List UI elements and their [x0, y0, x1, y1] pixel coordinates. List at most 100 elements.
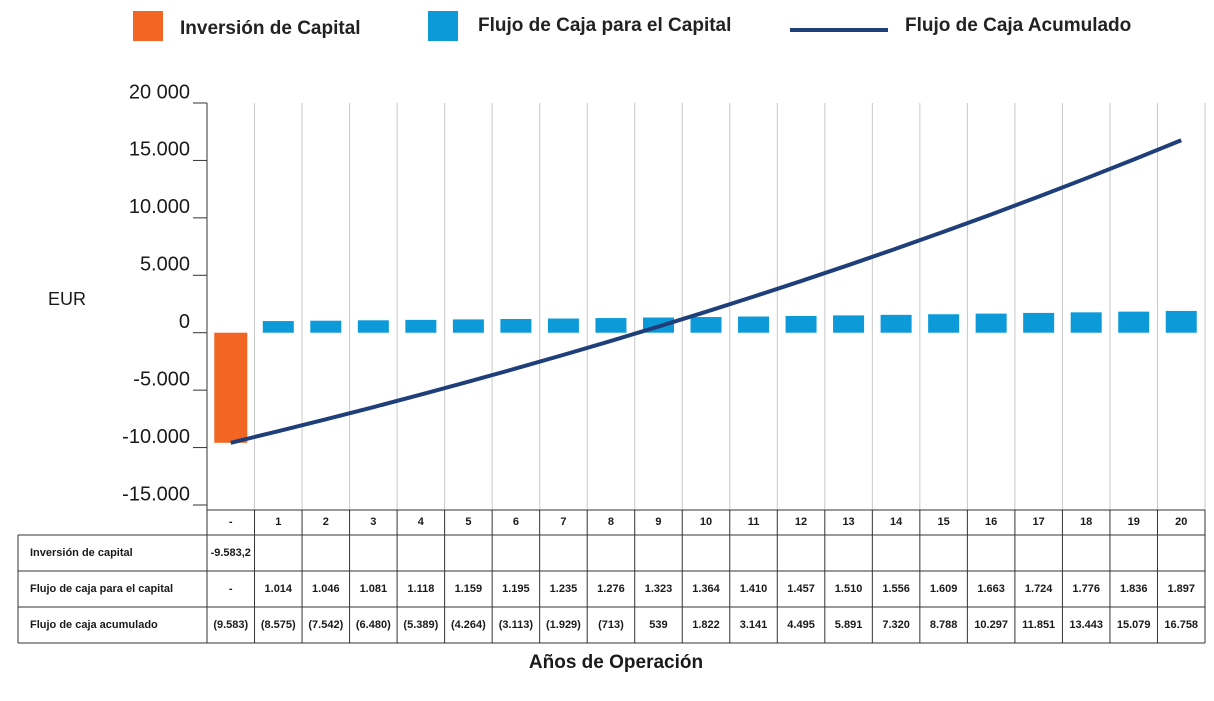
- bar: [785, 315, 817, 333]
- bar: [690, 317, 722, 333]
- table-value: 1.118: [407, 583, 434, 595]
- line: [230, 138, 1182, 445]
- table-value: 1.323: [645, 583, 673, 595]
- table-value: 1.410: [740, 583, 768, 595]
- x-tick-label: 9: [655, 516, 661, 528]
- x-tick-label: 19: [1128, 516, 1140, 528]
- table-value: 1.195: [502, 583, 530, 595]
- table-value: 11.851: [1022, 619, 1055, 631]
- table-value: 15.079: [1117, 619, 1151, 631]
- x-tick-label: 10: [700, 516, 712, 528]
- table-value: -: [229, 583, 233, 595]
- table-value: 1.081: [360, 583, 388, 595]
- legend-swatch: [133, 11, 163, 41]
- bar: [833, 315, 865, 333]
- table-value: (3.113): [499, 619, 534, 631]
- x-axis-label: Años de Operación: [529, 652, 703, 673]
- bar: [1023, 312, 1055, 333]
- x-tick-label: 17: [1033, 516, 1045, 528]
- legend-label: Flujo de Caja para el Capital: [478, 15, 731, 36]
- table-value: 1.276: [597, 583, 625, 595]
- bar: [214, 332, 248, 443]
- bar: [262, 321, 294, 333]
- bar: [405, 319, 437, 333]
- x-tick-label: 2: [323, 516, 329, 528]
- table-value: 13.443: [1069, 619, 1103, 631]
- y-tick-label: 15.000: [129, 139, 190, 161]
- x-tick-label: 18: [1080, 516, 1092, 528]
- x-tick-label: 16: [985, 516, 997, 528]
- table-value: (713): [598, 619, 624, 631]
- y-tick-label: -5.000: [133, 368, 190, 390]
- table-value: 1.159: [455, 583, 483, 595]
- table-value: 1.510: [835, 583, 863, 595]
- table-value: 1.609: [930, 583, 958, 595]
- table-value: 1.776: [1072, 583, 1100, 595]
- bar: [928, 314, 960, 333]
- x-tick-label: 14: [890, 516, 903, 528]
- table-value: (5.389): [403, 619, 438, 631]
- bar: [310, 320, 342, 333]
- table-value: 8.788: [930, 619, 958, 631]
- y-tick-label: -15.000: [122, 483, 190, 505]
- table-value: (6.480): [356, 619, 391, 631]
- y-tick-label: 20 000: [129, 81, 190, 103]
- table-value: 1.663: [977, 583, 1005, 595]
- x-tick-label: 4: [418, 516, 425, 528]
- table-value: 1.897: [1167, 583, 1195, 595]
- table-value: 1.014: [265, 583, 293, 595]
- table-value: 1.046: [312, 583, 340, 595]
- x-tick-label: -: [229, 516, 233, 528]
- table-value: 1.724: [1025, 583, 1053, 595]
- y-tick-label: 0: [179, 311, 190, 333]
- x-tick-label: 6: [513, 516, 519, 528]
- table-row-label: Flujo de caja para el capital: [30, 583, 173, 595]
- x-tick-label: 13: [842, 516, 854, 528]
- table-value: 7.320: [882, 619, 910, 631]
- x-tick-label: 20: [1175, 516, 1187, 528]
- table-value: (8.575): [261, 619, 296, 631]
- x-tick-label: 11: [748, 516, 760, 528]
- bar: [1118, 311, 1150, 333]
- x-tick-label: 12: [795, 516, 807, 528]
- bar: [1070, 312, 1102, 333]
- table-value: 5.891: [835, 619, 863, 631]
- x-tick-label: 8: [608, 516, 614, 528]
- table-value: 1.364: [692, 583, 720, 595]
- table-value: -9.583,2: [211, 547, 251, 559]
- table-value: 1.822: [692, 619, 720, 631]
- y-tick-label: 5.000: [140, 254, 190, 276]
- bar: [547, 318, 579, 333]
- legend-swatch: [428, 11, 458, 41]
- table-value: 3.141: [740, 619, 768, 631]
- bar: [500, 318, 532, 333]
- legend-label: Flujo de Caja Acumulado: [905, 15, 1131, 36]
- table-value: 1.836: [1120, 583, 1148, 595]
- bar: [880, 314, 912, 333]
- table-value: (1.929): [546, 619, 581, 631]
- table-value: 1.457: [787, 583, 815, 595]
- table-value: (7.542): [308, 619, 343, 631]
- bar: [738, 316, 770, 333]
- bar: [595, 318, 627, 333]
- table-value: (9.583): [213, 619, 248, 631]
- x-tick-label: 15: [937, 516, 949, 528]
- legend-label: Inversión de Capital: [180, 18, 361, 39]
- bar: [357, 320, 389, 333]
- bar: [452, 319, 484, 333]
- x-tick-label: 5: [465, 516, 471, 528]
- table-value: 539: [649, 619, 667, 631]
- bar: [1165, 310, 1197, 333]
- x-tick-label: 7: [560, 516, 566, 528]
- y-tick-label: 10.000: [129, 196, 190, 218]
- table-row-label: Flujo de caja acumulado: [30, 619, 158, 631]
- x-tick-label: 3: [370, 516, 376, 528]
- table-value: (4.264): [451, 619, 486, 631]
- table-value: 1.556: [882, 583, 910, 595]
- y-axis-label: EUR: [48, 289, 86, 309]
- table-row-label: Inversión de capital: [30, 547, 133, 559]
- x-tick-label: 1: [275, 516, 281, 528]
- table-value: 4.495: [787, 619, 815, 631]
- bar: [975, 313, 1007, 333]
